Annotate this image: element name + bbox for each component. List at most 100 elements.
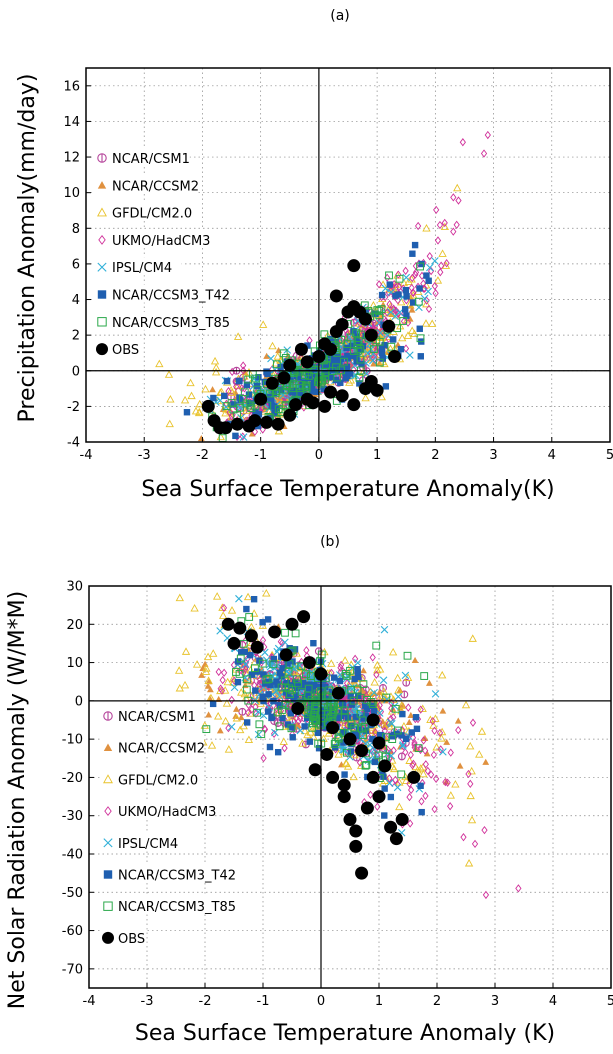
data-point — [347, 370, 353, 376]
data-point — [228, 723, 235, 730]
data-point — [434, 775, 439, 782]
data-point — [347, 398, 360, 411]
data-point — [373, 790, 386, 803]
legend-label: NCAR/CCSM3_T42 — [112, 289, 230, 304]
data-point — [448, 749, 453, 756]
data-point — [407, 771, 420, 784]
data-point — [219, 435, 226, 442]
data-point — [303, 656, 316, 669]
data-point — [210, 395, 216, 401]
data-point — [295, 343, 308, 356]
x-tick-label: 3 — [491, 994, 499, 1009]
data-point — [485, 132, 490, 139]
data-point — [434, 206, 439, 213]
data-point — [235, 595, 242, 602]
data-point — [368, 791, 373, 798]
y-tick-label: -4 — [67, 436, 80, 451]
data-point — [451, 228, 456, 235]
data-point — [203, 726, 210, 733]
legend-label: OBS — [118, 932, 145, 947]
data-point — [370, 654, 375, 661]
data-point — [404, 652, 411, 659]
legend-label: NCAR/CCSM2 — [112, 179, 199, 194]
panel-a-frame — [86, 68, 610, 442]
data-point — [261, 755, 266, 762]
data-point — [425, 288, 432, 295]
x-tick-label: 4 — [549, 994, 557, 1009]
data-point — [231, 418, 244, 431]
data-point — [479, 728, 486, 734]
data-point — [256, 721, 263, 728]
data-point — [301, 355, 314, 368]
data-point — [360, 667, 367, 673]
data-point — [362, 395, 369, 401]
y-tick-label: -40 — [62, 848, 83, 863]
panel-a-legend: NCAR/CSM1NCAR/CCSM2GFDL/CM2.0UKMO/HadCM3… — [94, 148, 231, 358]
y-tick-label: 8 — [72, 222, 80, 237]
data-point — [349, 840, 362, 853]
data-point — [236, 378, 242, 384]
data-point — [341, 771, 347, 777]
data-point — [248, 414, 261, 427]
data-point — [472, 840, 477, 847]
data-point — [239, 708, 246, 715]
data-point — [406, 704, 411, 711]
data-point — [456, 727, 461, 734]
data-point — [355, 867, 368, 880]
x-tick-label: 4 — [548, 448, 556, 463]
data-point — [176, 667, 183, 673]
x-tick-label: -2 — [199, 994, 212, 1009]
data-point — [266, 377, 279, 390]
data-point — [417, 783, 423, 789]
data-point — [222, 718, 229, 724]
data-point — [381, 626, 388, 633]
legend-label: UKMO/HadCM3 — [118, 805, 216, 820]
data-point — [202, 661, 209, 667]
data-point — [336, 389, 349, 402]
legend-label: NCAR/CCSM3_T85 — [112, 316, 230, 331]
y-tick-label: 10 — [66, 656, 83, 671]
data-point — [336, 318, 349, 331]
data-point — [328, 660, 335, 666]
data-point — [326, 771, 339, 784]
data-point — [407, 794, 412, 801]
data-point — [467, 792, 474, 798]
data-point — [351, 676, 357, 682]
data-point — [361, 802, 374, 815]
data-point — [243, 606, 249, 612]
data-point — [435, 237, 440, 244]
x-tick-label: 1 — [375, 994, 383, 1009]
data-point — [423, 792, 428, 799]
data-point — [310, 640, 316, 646]
data-point — [379, 292, 385, 298]
data-point — [470, 719, 475, 726]
data-point — [275, 749, 281, 755]
data-point — [412, 242, 418, 248]
data-point — [290, 734, 296, 740]
data-point — [338, 779, 351, 792]
data-point — [235, 658, 241, 664]
x-tick-label: -3 — [138, 448, 151, 463]
data-point — [291, 702, 304, 715]
data-point — [384, 821, 397, 834]
data-point — [482, 827, 487, 834]
panel-a: (a) -4 -3 -2 -1 0 1 2 3 4 5-4-20246810121416 NCAR… — [15, 8, 613, 502]
y-tick-label: -50 — [62, 886, 83, 901]
data-point — [403, 345, 408, 352]
data-point — [224, 378, 230, 384]
data-point — [277, 371, 290, 384]
legend-label: NCAR/CCSM3_T42 — [118, 869, 236, 884]
data-point — [255, 731, 262, 738]
y-tick-label: -70 — [62, 962, 83, 977]
data-point — [217, 727, 224, 733]
data-point — [388, 794, 394, 800]
data-point — [221, 393, 227, 399]
data-point — [209, 742, 216, 748]
data-point — [182, 397, 189, 403]
data-point — [394, 675, 401, 681]
data-point — [469, 817, 476, 823]
legend-label: NCAR/CCSM3_T85 — [118, 900, 236, 915]
y-tick-label: 10 — [63, 186, 80, 201]
data-point — [259, 619, 265, 625]
data-point — [254, 393, 267, 406]
